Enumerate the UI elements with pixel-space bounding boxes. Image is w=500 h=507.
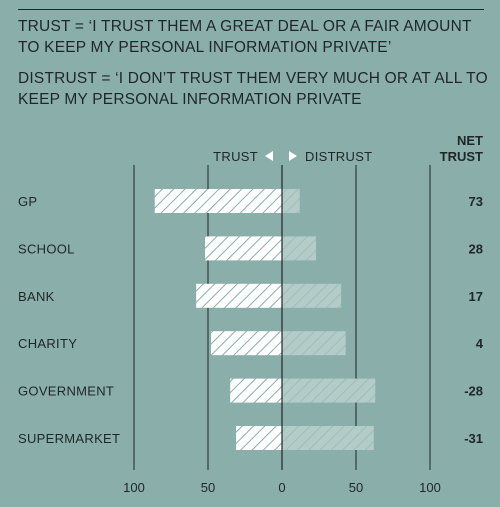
distrust-definition: DISTRUST = ‘I DON’T TRUST THEM VERY MUCH… [18, 70, 488, 108]
net-trust-value: 4 [476, 336, 484, 351]
tick-label: 50 [349, 480, 363, 495]
row-labels: GP 73 SCHOOL 28 BANK 17 CHARITY 4 GOVERNMENT -28 S… [18, 194, 484, 446]
distrust-bar [282, 378, 376, 403]
net-trust-value: -28 [464, 384, 483, 399]
bars [154, 189, 376, 450]
distrust-direction-label: DISTRUST [305, 149, 372, 164]
distrust-bar [282, 426, 374, 450]
category-label: BANK [18, 289, 55, 304]
distrust-bar [282, 283, 342, 308]
category-label: GOVERNMENT [18, 384, 114, 399]
net-trust-header-line1: NET [457, 133, 483, 148]
trust-direction-label: TRUST [213, 149, 258, 164]
trust-definition: TRUST = ‘I TRUST THEM A GREAT DEAL OR A … [18, 18, 472, 56]
net-trust-value: -31 [464, 431, 483, 446]
trust-bar [230, 378, 282, 403]
net-trust-header-line2: TRUST [440, 149, 483, 164]
net-trust-value: 17 [469, 289, 483, 304]
trust-bar [196, 283, 282, 308]
tick-label: 0 [278, 480, 285, 495]
trust-bar [154, 189, 282, 213]
trust-bar [210, 331, 282, 356]
top-rule [18, 9, 484, 10]
trust-bar [205, 236, 282, 261]
category-label: GP [18, 194, 37, 209]
arrow-left-icon [265, 151, 273, 161]
category-label: CHARITY [18, 336, 77, 351]
net-trust-value: 73 [469, 194, 483, 209]
trust-bar [236, 426, 282, 450]
tick-label: 100 [123, 480, 145, 495]
tick-label: 100 [419, 480, 441, 495]
distrust-bar [282, 236, 317, 261]
category-label: SCHOOL [18, 241, 75, 256]
arrow-right-icon [289, 151, 297, 161]
axis-ticks: 100 50 0 50 100 [123, 480, 441, 495]
distrust-bar [282, 331, 346, 356]
tick-label: 50 [201, 480, 215, 495]
distrust-bar [282, 189, 300, 213]
net-trust-value: 28 [469, 241, 483, 256]
category-label: SUPERMARKET [18, 431, 120, 446]
grid-lines [133, 165, 431, 470]
